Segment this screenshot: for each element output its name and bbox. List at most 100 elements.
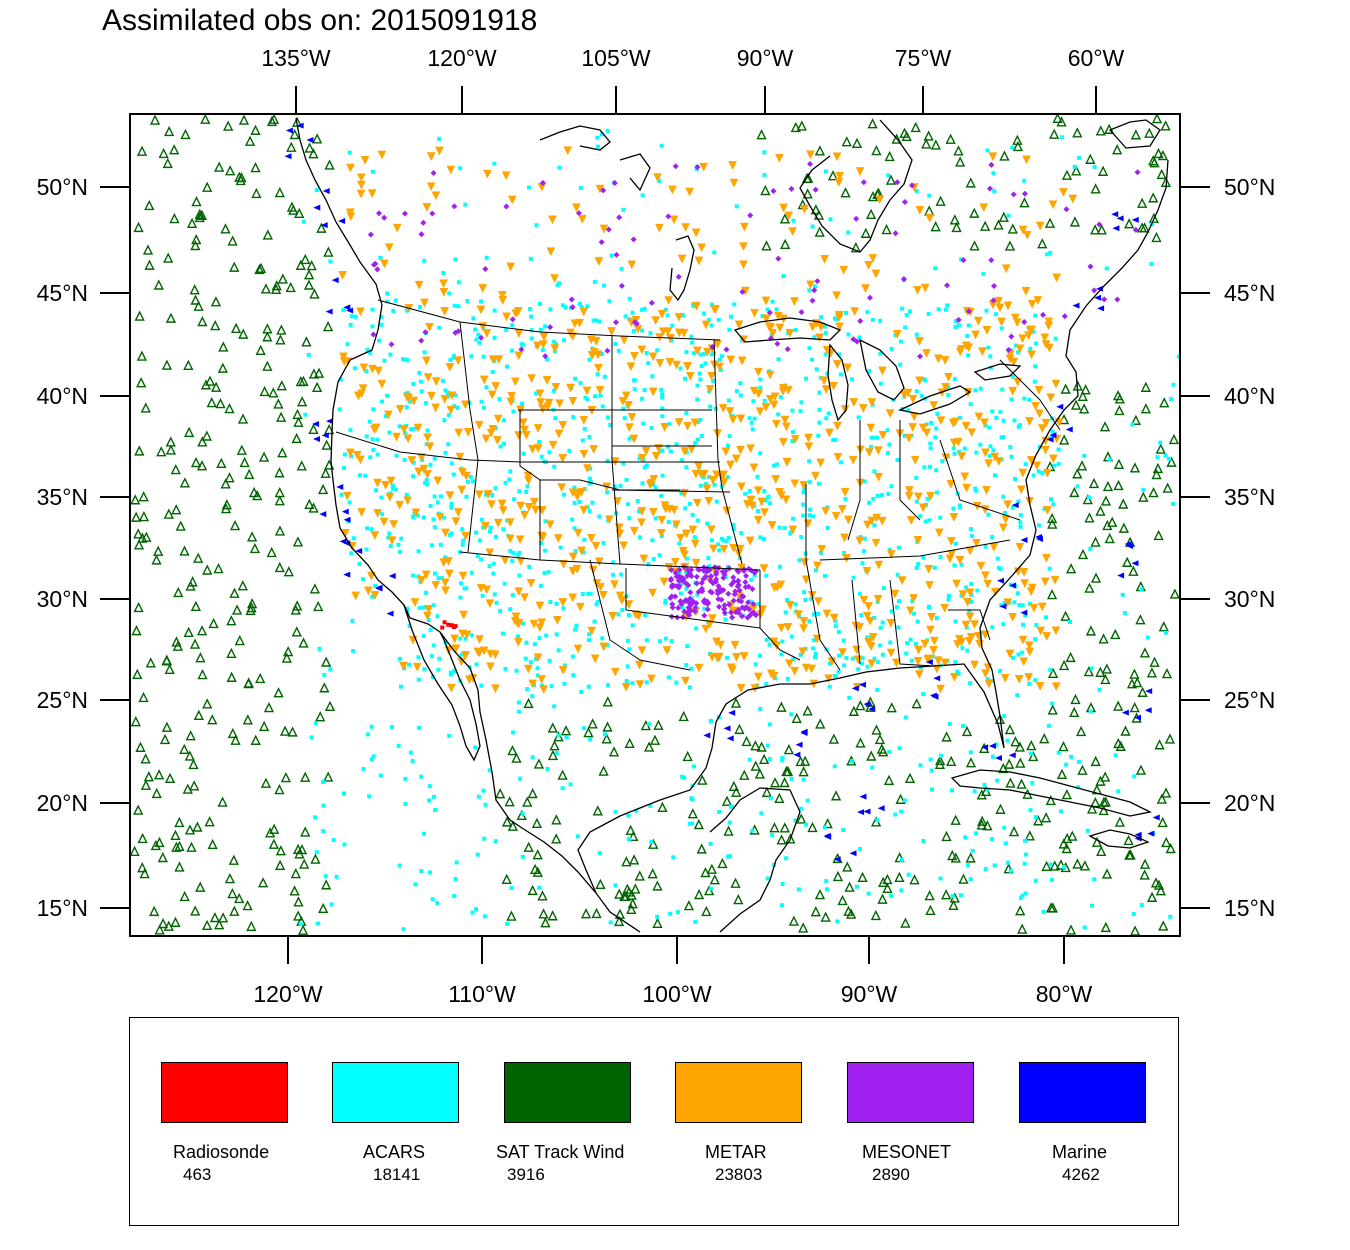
acars-marker	[632, 387, 637, 392]
metar-marker	[621, 391, 631, 401]
metar-marker	[960, 472, 970, 482]
acars-marker	[545, 766, 550, 771]
sat-wind-marker	[227, 888, 238, 899]
sat-wind-marker	[223, 120, 234, 131]
metar-marker	[739, 242, 748, 252]
metar-marker	[583, 464, 592, 474]
acars-marker	[1016, 350, 1021, 355]
sat-wind-marker	[230, 734, 241, 745]
mesonet-marker	[725, 590, 732, 597]
acars-marker	[428, 628, 433, 633]
sat-wind-marker	[538, 908, 549, 919]
acars-marker	[869, 444, 874, 449]
acars-marker	[1113, 753, 1118, 758]
metar-marker	[831, 511, 841, 521]
mesonet-marker	[1063, 206, 1070, 213]
acars-marker	[708, 841, 713, 846]
acars-marker	[572, 526, 577, 531]
sat-wind-marker	[941, 731, 952, 742]
metar-marker	[737, 356, 747, 366]
sat-wind-marker	[731, 786, 742, 797]
metar-marker	[527, 374, 537, 384]
lake-michigan	[827, 343, 849, 422]
acars-marker	[887, 548, 892, 553]
metar-marker	[1068, 194, 1078, 204]
metar-marker	[422, 203, 432, 212]
sat-wind-marker	[760, 184, 771, 196]
acars-marker	[575, 834, 580, 839]
acars-marker	[1168, 914, 1173, 919]
mesonet-marker	[900, 276, 907, 283]
metar-marker	[669, 215, 679, 225]
metar-marker	[1051, 626, 1061, 636]
sat-wind-marker	[551, 814, 562, 825]
metar-marker	[981, 448, 990, 458]
acars-marker	[1169, 397, 1174, 402]
acars-marker	[479, 399, 484, 404]
acars-marker	[803, 822, 808, 827]
marine-marker	[1020, 609, 1028, 616]
metar-marker	[974, 412, 984, 422]
sat-wind-marker	[842, 861, 853, 872]
mesonet-marker	[770, 187, 777, 194]
mesonet-marker	[668, 566, 675, 573]
marine-marker	[859, 793, 867, 800]
legend-count: 23803	[715, 1165, 763, 1184]
metar-marker	[782, 457, 792, 467]
sat-wind-marker	[1120, 725, 1131, 736]
sat-wind-marker	[1125, 849, 1136, 860]
mesonet-marker	[675, 577, 682, 584]
acars-marker	[452, 303, 457, 308]
acars-marker	[385, 393, 390, 398]
acars-marker	[501, 527, 506, 532]
acars-marker	[370, 169, 375, 174]
sat-wind-marker	[229, 261, 240, 272]
acars-marker	[530, 755, 535, 760]
sat-wind-marker	[275, 334, 286, 345]
acars-marker	[364, 547, 369, 552]
metar-marker	[526, 579, 536, 588]
sat-wind-marker	[210, 296, 222, 307]
acars-marker	[1032, 379, 1037, 384]
metar-marker	[399, 661, 408, 671]
sat-wind-marker	[257, 877, 269, 888]
acars-marker	[577, 302, 582, 307]
acars-marker	[704, 482, 709, 487]
sat-wind-marker	[296, 460, 307, 471]
acars-marker	[501, 418, 506, 423]
acars-marker	[692, 535, 697, 540]
acars-marker	[309, 735, 314, 740]
metar-marker	[608, 612, 618, 621]
acars-marker	[921, 692, 926, 697]
acars-marker	[494, 600, 499, 605]
acars-marker	[880, 620, 885, 625]
acars-marker	[717, 809, 722, 814]
acars-marker	[758, 451, 763, 456]
metar-marker	[972, 538, 981, 548]
metar-marker	[839, 265, 849, 275]
metar-marker	[1024, 673, 1034, 682]
acars-marker	[691, 351, 696, 356]
sat-wind-marker	[226, 647, 237, 658]
sat-wind-marker	[799, 755, 811, 766]
acars-marker	[808, 507, 813, 512]
acars-marker	[459, 652, 464, 657]
top-axis-label: 135°W	[261, 45, 331, 71]
acars-marker	[374, 488, 379, 493]
lake-huron	[859, 338, 905, 401]
acars-marker	[497, 397, 502, 402]
metar-marker	[656, 529, 666, 538]
acars-marker	[651, 482, 656, 487]
metar-marker	[441, 586, 451, 596]
sat-wind-marker	[1008, 825, 1020, 837]
acars-marker	[1033, 878, 1038, 883]
metar-marker	[753, 672, 763, 682]
marine-marker	[1152, 814, 1160, 821]
acars-marker	[587, 434, 592, 439]
acars-marker	[796, 887, 801, 892]
mesonet-marker	[814, 278, 821, 285]
metar-marker	[475, 635, 485, 645]
marine-marker	[1116, 215, 1124, 222]
acars-marker	[767, 501, 772, 506]
acars-marker	[798, 409, 803, 414]
